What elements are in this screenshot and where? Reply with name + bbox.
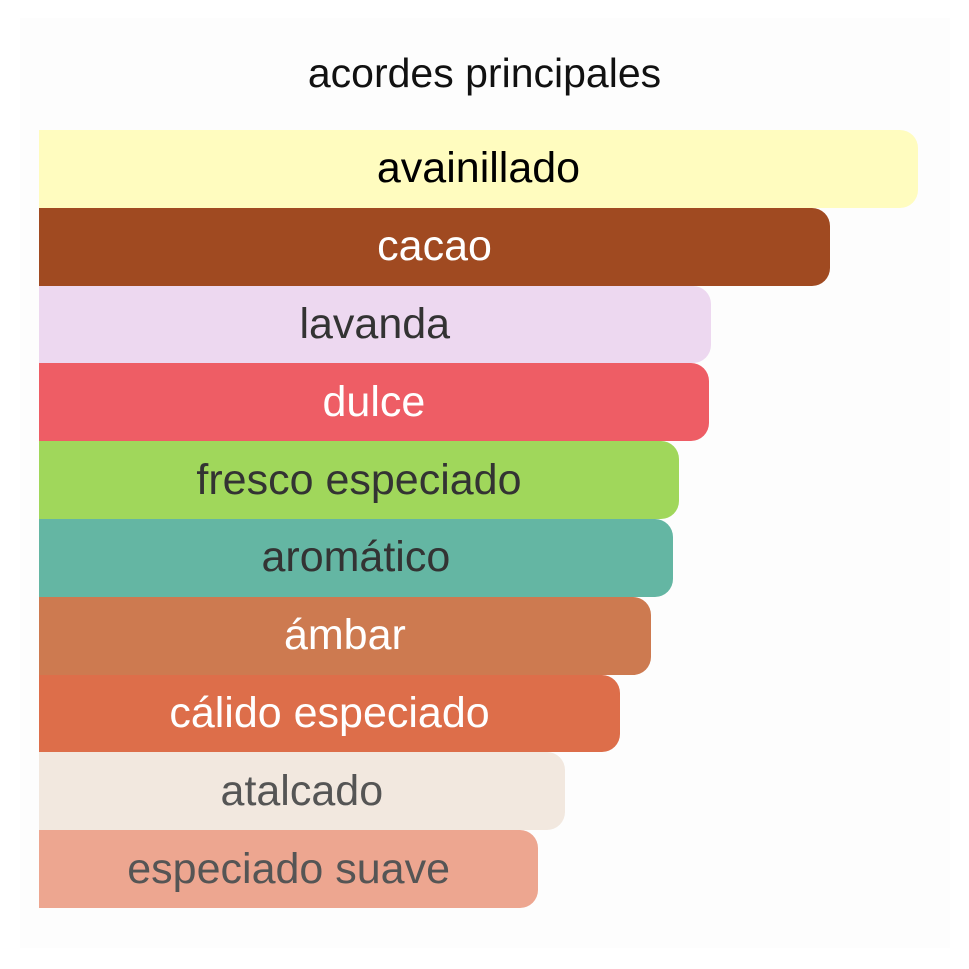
accord-label: atalcado — [220, 766, 384, 815]
accord-label: dulce — [322, 377, 426, 426]
accord-bar: avainillado — [39, 130, 918, 208]
accord-bar: aromático — [39, 518, 673, 597]
accord-label: ámbar — [283, 611, 406, 660]
accord-bar: cálido especiado — [39, 674, 621, 753]
accord-bar: cacao — [39, 207, 831, 286]
accord-bar: ámbar — [39, 596, 651, 675]
accord-bar: fresco especiado — [39, 441, 679, 519]
accord-bar: atalcado — [39, 752, 565, 831]
accord-label: cálido especiado — [169, 688, 490, 737]
accord-label: aromático — [261, 533, 451, 582]
accord-bar: especiado suave — [39, 830, 539, 908]
accord-label: lavanda — [299, 299, 451, 348]
accord-label: avainillado — [376, 144, 581, 193]
accords-title: acordes principales — [307, 50, 662, 96]
accord-label: especiado suave — [127, 844, 450, 893]
accord-label: cacao — [377, 222, 492, 271]
accord-bar: dulce — [39, 363, 709, 442]
accord-bars: avainillado cacao lavanda dulce fresco espec… — [39, 130, 918, 908]
accord-label: fresco especiado — [196, 455, 522, 504]
accord-bar: lavanda — [39, 285, 711, 364]
